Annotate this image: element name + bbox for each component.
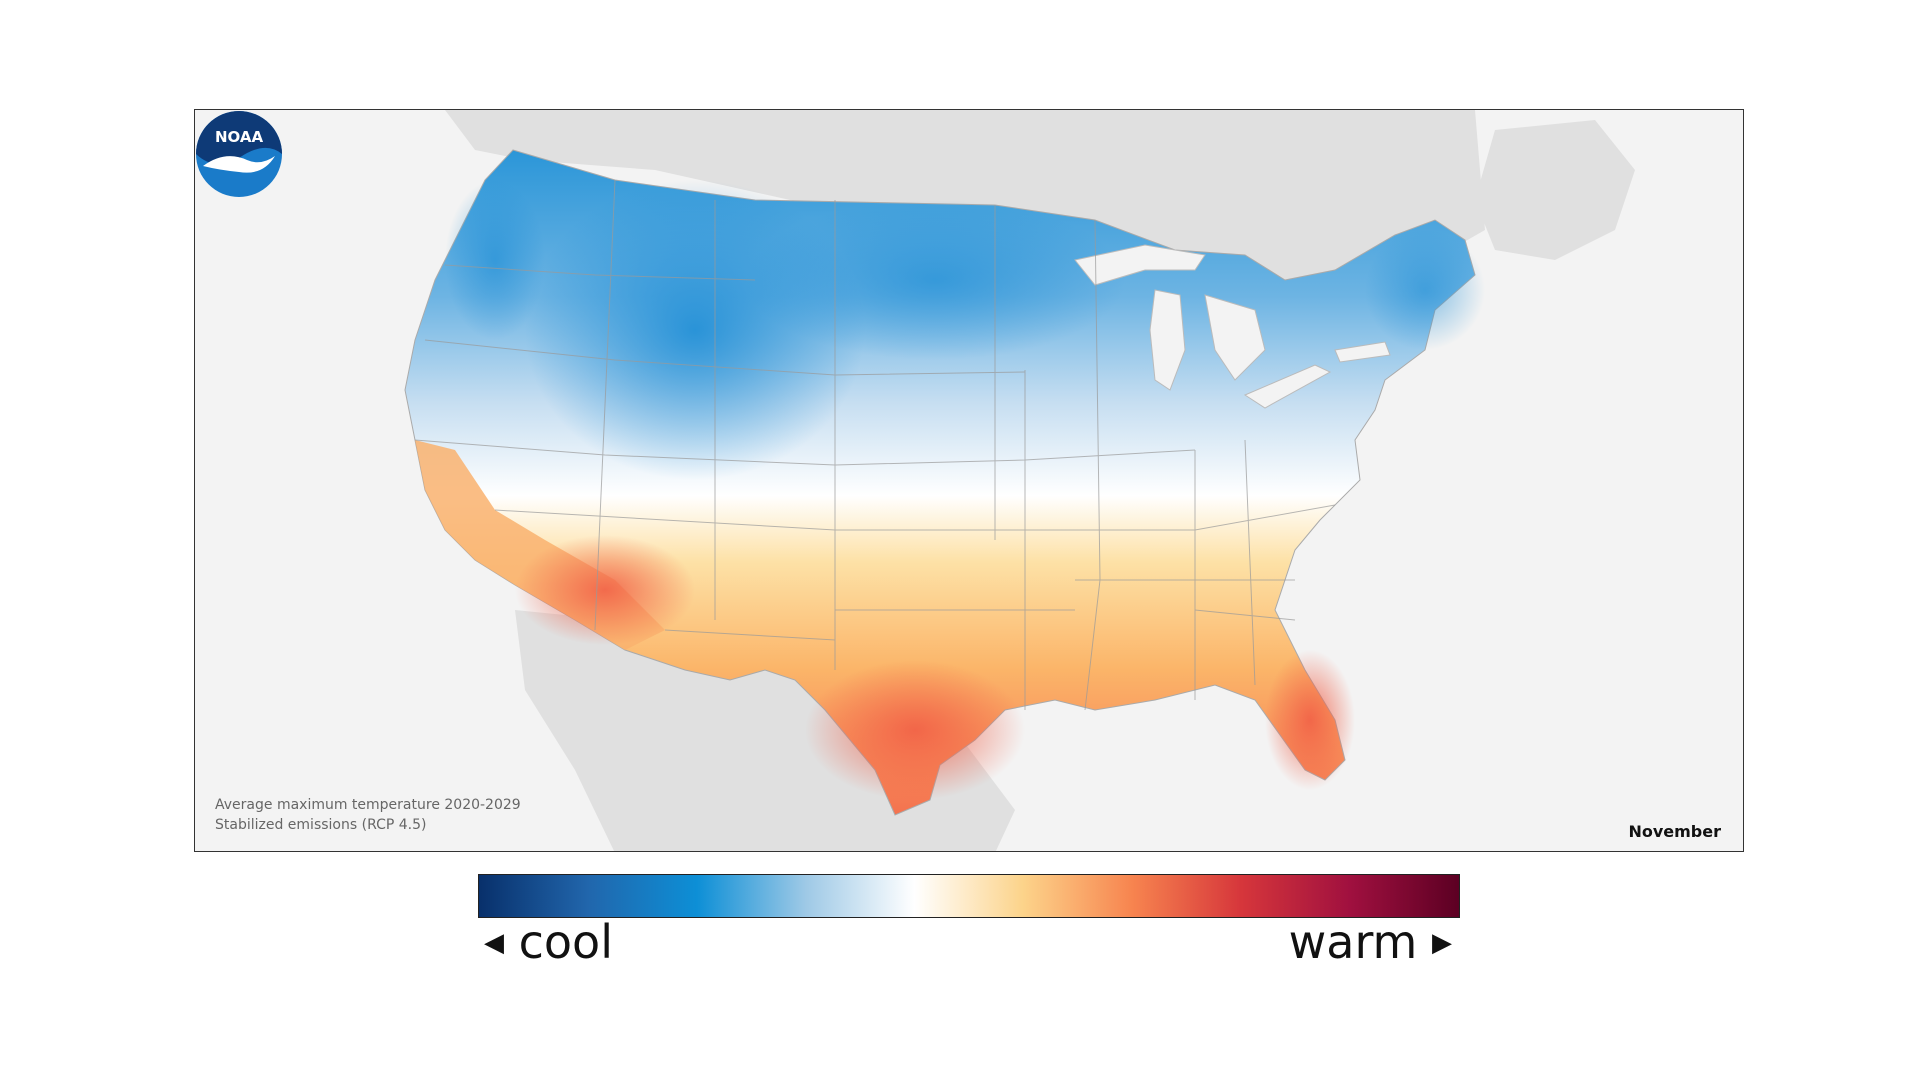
legend-warm-label: warm (1288, 915, 1418, 969)
florida-warm (1265, 650, 1355, 790)
noaa-logo: NOAA (196, 111, 282, 197)
map-panel: Average maximum temperature 2020-2029 St… (194, 109, 1744, 852)
northern-plains-cold (745, 200, 1125, 360)
lake-ontario (1334, 341, 1391, 363)
map-caption: Average maximum temperature 2020-2029 St… (215, 795, 521, 835)
texas-warm (805, 660, 1025, 800)
left-arrow-icon: ◀ (484, 927, 504, 958)
legend-cool: ◀ cool (484, 912, 613, 976)
state-boundaries (414, 179, 1336, 711)
northeast-cold (1365, 230, 1485, 350)
maritime-landmass (1475, 120, 1635, 260)
lake-michigan (1149, 289, 1186, 391)
us-temperature-map (404, 110, 1635, 851)
legend-warm: warm ▶ (1289, 912, 1452, 976)
month-label: November (1628, 822, 1721, 841)
legend-cool-label: cool (518, 915, 613, 969)
caption-scenario: Stabilized emissions (RCP 4.5) (215, 817, 427, 833)
temperature-color-scale (478, 874, 1460, 918)
noaa-logo-text: NOAA (215, 128, 264, 146)
caption-title: Average maximum temperature 2020-2029 (215, 797, 521, 813)
cascades-cold (445, 180, 545, 340)
lake-erie (1243, 364, 1332, 409)
lake-huron (1204, 294, 1266, 381)
desert-southwest-warm (515, 535, 695, 645)
lake-superior (1074, 244, 1206, 286)
right-arrow-icon: ▶ (1432, 927, 1452, 958)
